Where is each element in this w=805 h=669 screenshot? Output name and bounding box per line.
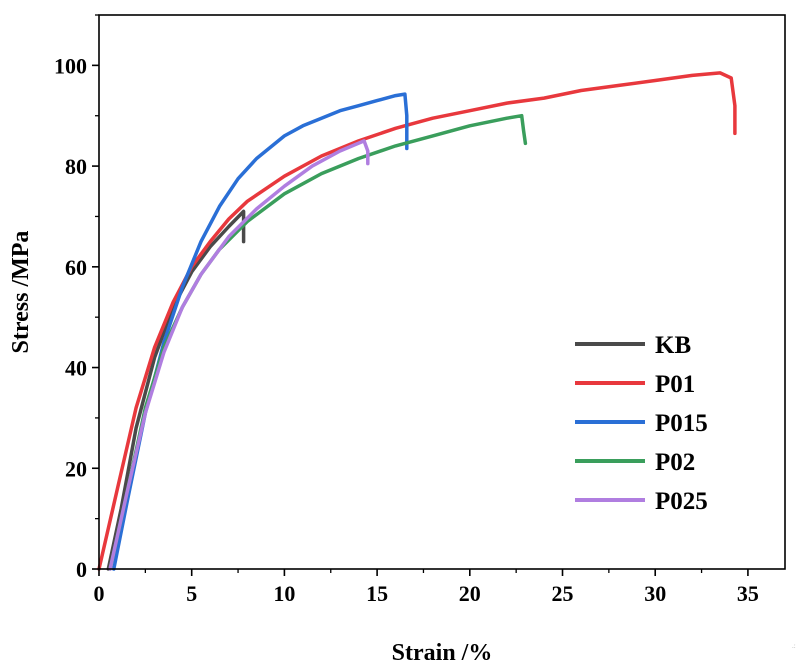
legend: KB P01 P015 P02 P025: [575, 332, 708, 515]
legend-label-p015: P015: [655, 410, 708, 437]
x-tick-label: 20: [459, 581, 481, 606]
legend-label-kb: KB: [655, 332, 691, 359]
x-tick-label: 10: [273, 581, 295, 606]
x-tick-label: 25: [552, 581, 574, 606]
x-tick-label: 35: [737, 581, 759, 606]
y-tick-label: 100: [54, 53, 87, 78]
watermark-glyph: .:: [792, 642, 796, 650]
series-layer: [97, 71, 737, 571]
y-tick-label: 40: [65, 356, 87, 381]
y-axis-tick-labels: 0 20 40 60 80 100: [54, 53, 87, 582]
x-axis-tick-labels: 0 5 10 15 20 25 30 35: [94, 581, 759, 606]
series-line-p015: [112, 92, 409, 571]
y-tick-label: 20: [65, 456, 87, 481]
x-tick-label: 0: [94, 581, 105, 606]
x-tick-label: 30: [644, 581, 666, 606]
y-tick-label: 0: [76, 557, 87, 582]
y-axis-ticks: [92, 14, 99, 570]
x-axis-title: Strain /%: [392, 640, 493, 666]
y-axis-title: Stress /MPa: [8, 231, 34, 354]
plot-frame: [98, 14, 786, 570]
legend-label-p01: P01: [655, 371, 695, 398]
legend-label-p025: P025: [655, 488, 708, 515]
y-tick-label: 60: [65, 255, 87, 280]
legend-label-p02: P02: [655, 449, 695, 476]
y-tick-label: 80: [65, 154, 87, 179]
x-tick-label: 5: [186, 581, 197, 606]
x-tick-label: 15: [366, 581, 388, 606]
series-line-p01: [97, 71, 737, 571]
x-axis-ticks: [98, 569, 749, 576]
series-line-p025: [108, 139, 370, 571]
